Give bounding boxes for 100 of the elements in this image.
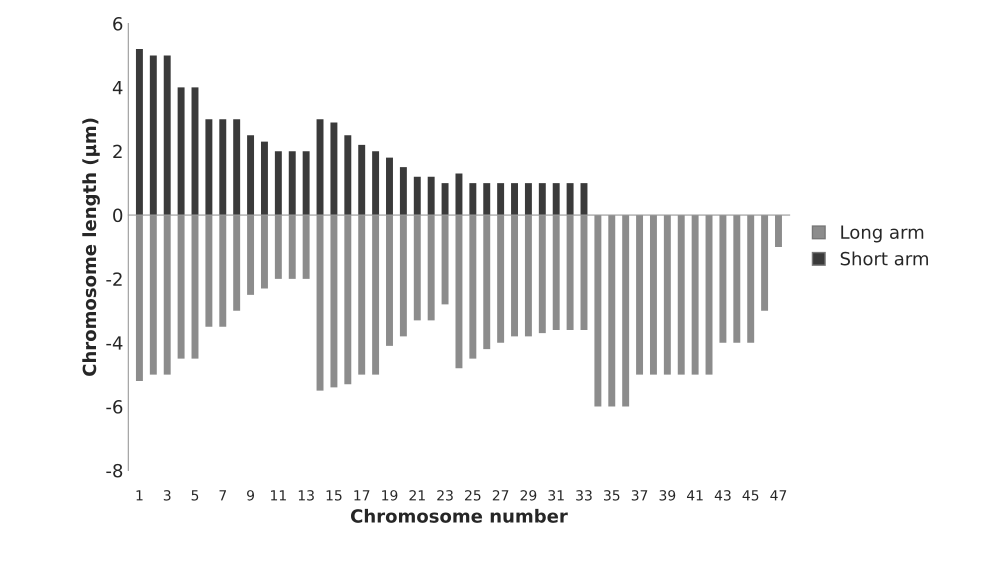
bar: [719, 215, 726, 343]
bar: [260, 142, 268, 216]
bar: [372, 215, 380, 375]
bar: [622, 215, 630, 407]
y-tick-label: 4: [112, 81, 122, 94]
bar: [524, 215, 532, 336]
bar: [233, 215, 240, 311]
bar: [580, 183, 588, 216]
bar: [442, 183, 449, 216]
bar: [594, 215, 602, 407]
bar: [400, 215, 407, 336]
bar: [483, 183, 490, 216]
bar: [178, 87, 185, 216]
bar: [566, 183, 574, 216]
bar: [580, 215, 588, 330]
bar: [358, 215, 366, 375]
x-tick-label: 7: [220, 490, 226, 500]
bar: [497, 183, 504, 216]
bar: [219, 119, 226, 216]
bar: [302, 151, 310, 216]
bar: [150, 215, 157, 375]
bar: [316, 119, 324, 216]
bar: [178, 215, 185, 359]
y-tick-label: -8: [106, 464, 122, 478]
bar: [775, 215, 782, 247]
x-tick-label: 37: [632, 490, 648, 501]
bar: [288, 215, 296, 279]
x-tick-label: 17: [354, 490, 370, 500]
bar: [538, 183, 546, 216]
x-tick-label: 45: [742, 490, 758, 501]
bar: [164, 55, 171, 216]
x-tick-label: 33: [576, 490, 592, 501]
bar: [414, 176, 421, 216]
bar: [150, 55, 157, 216]
x-tick-label: 41: [686, 490, 703, 500]
legend-label: Short arm: [840, 251, 928, 266]
y-axis-title: Chromosome length (µm): [82, 118, 100, 376]
x-tick-label: 21: [409, 490, 425, 500]
y-tick-label: -6: [106, 400, 122, 414]
bar: [455, 174, 462, 216]
bar: [469, 183, 476, 216]
bar: [497, 215, 504, 343]
y-tick-label: 0: [113, 208, 122, 222]
bar: [511, 183, 518, 216]
bar: [344, 135, 352, 216]
bar: [414, 215, 421, 320]
bar: [469, 215, 476, 359]
bar: [358, 144, 366, 216]
y-tick-label: 6: [113, 16, 122, 31]
x-tick-label: 39: [660, 490, 676, 501]
bar: [136, 215, 143, 382]
bar: [538, 215, 546, 334]
bar: [761, 215, 768, 311]
bar: [233, 119, 240, 216]
bar: [372, 151, 380, 216]
bar: [552, 183, 560, 216]
bar: [274, 215, 282, 279]
y-tick-label: 2: [113, 144, 122, 158]
bar: [442, 215, 449, 304]
bar: [247, 215, 254, 295]
bar: [636, 215, 644, 375]
x-tick-label: 43: [714, 490, 731, 501]
bar: [316, 215, 324, 391]
bar: [164, 215, 171, 375]
x-tick-label: 5: [192, 490, 198, 501]
bar: [733, 215, 740, 343]
bar: [483, 215, 490, 350]
x-tick-label: 9: [247, 490, 254, 501]
bar: [205, 119, 212, 216]
bar: [692, 215, 699, 375]
x-axis-title: Chromosome number: [350, 508, 568, 523]
x-tick-label: 11: [271, 490, 286, 500]
bar: [247, 135, 254, 216]
bar: [747, 215, 754, 343]
x-tick-label: 31: [548, 490, 564, 501]
bar: [650, 215, 657, 375]
bar: [428, 215, 435, 320]
bar: [664, 215, 671, 375]
y-tick-label: -4: [106, 336, 122, 350]
x-tick-label: 47: [770, 490, 786, 500]
bar: [706, 215, 712, 375]
bar: [330, 215, 338, 388]
legend-label: Long arm: [841, 226, 924, 242]
bar: [428, 176, 435, 216]
bar: [455, 215, 462, 368]
bar: [330, 122, 338, 216]
x-tick-label: 13: [298, 490, 314, 501]
bar: [219, 215, 226, 327]
bar: [552, 215, 560, 330]
x-tick-label: 19: [382, 490, 398, 501]
x-tick-label: 29: [520, 490, 536, 501]
x-tick-label: 23: [437, 490, 453, 501]
bar: [678, 215, 685, 375]
bar: [400, 167, 407, 216]
bar: [524, 183, 532, 216]
bar: [192, 87, 198, 216]
bar: [274, 151, 282, 216]
bar: [608, 215, 616, 407]
bar: [136, 49, 143, 216]
bar: [260, 215, 268, 288]
